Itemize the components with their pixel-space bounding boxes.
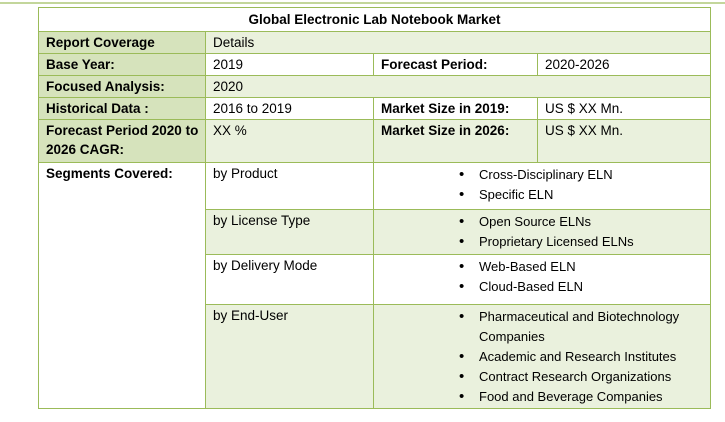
title-row: Global Electronic Lab Notebook Market [37, 7, 712, 32]
segment-row-license-type: by License Type Open Source ELNs Proprie… [39, 209, 712, 255]
forecast-period-label: Forecast Period: [373, 53, 538, 76]
base-year-label: Base Year: [38, 53, 206, 76]
segment-items-end-user: Pharmaceutical and Biotechnology Compani… [372, 304, 712, 409]
bullet-list: Web-Based ELN Cloud-Based ELN [381, 256, 704, 297]
base-year-row: Base Year: 2019 Forecast Period: 2020-20… [38, 53, 712, 76]
focused-analysis-label: Focused Analysis: [38, 75, 206, 98]
segment-items-license-type: Open Source ELNs Proprietary Licensed EL… [372, 209, 712, 255]
bullet-list: Open Source ELNs Proprietary Licensed EL… [381, 211, 704, 252]
historical-data-label: Historical Data : [38, 97, 206, 120]
cagr-value: XX % [205, 119, 374, 163]
segment-row-end-user: by End-User Pharmaceutical and Biotechno… [39, 304, 712, 409]
bullet-list: Pharmaceutical and Biotechnology Compani… [381, 306, 704, 407]
market-size-2026-value: US $ XX Mn. [536, 119, 712, 163]
segment-group-end-user: by End-User [205, 304, 374, 409]
base-year-value: 2019 [205, 53, 374, 76]
historical-data-value: 2016 to 2019 [205, 97, 374, 120]
market-size-2026-label: Market Size in 2026: [373, 119, 538, 163]
segment-group-product: by Product [205, 162, 374, 210]
cagr-label: Forecast Period 2020 to 2026 CAGR: [38, 119, 206, 163]
segment-group-delivery-mode: by Delivery Mode [205, 254, 374, 305]
cagr-row: Forecast Period 2020 to 2026 CAGR: XX % … [38, 119, 712, 163]
historical-data-row: Historical Data : 2016 to 2019 Market Si… [38, 97, 712, 120]
bullet-list: Cross-Disciplinary ELN Specific ELN [381, 164, 704, 205]
list-item: Proprietary Licensed ELNs [387, 232, 680, 252]
segment-row-product: Segments Covered: by Product Cross-Disci… [38, 162, 712, 409]
focused-analysis-row: Focused Analysis: 2020 [38, 75, 712, 98]
list-item: Specific ELN [387, 185, 680, 205]
list-item: Academic and Research Institutes [387, 347, 680, 367]
segment-row-delivery-mode: by Delivery Mode Web-Based ELN Cloud-Bas… [39, 254, 712, 305]
list-item: Cloud-Based ELN [387, 277, 680, 297]
list-item: Open Source ELNs [387, 212, 680, 232]
market-size-2019-value: US $ XX Mn. [536, 97, 712, 120]
list-item: Pharmaceutical and Biotechnology Compani… [387, 307, 680, 347]
report-coverage-label: Report Coverage [38, 31, 206, 54]
table-title: Global Electronic Lab Notebook Market [37, 7, 712, 32]
market-report-table: Global Electronic Lab Notebook Market Re… [37, 7, 712, 409]
page-top-divider [0, 2, 725, 4]
list-item: Cross-Disciplinary ELN [387, 165, 680, 185]
list-item: Contract Research Organizations [387, 367, 680, 387]
segment-items-product: Cross-Disciplinary ELN Specific ELN [372, 162, 712, 210]
segments-covered-label: Segments Covered: [38, 162, 206, 409]
list-item: Web-Based ELN [387, 257, 680, 277]
focused-analysis-value: 2020 [204, 75, 712, 98]
segment-items-delivery-mode: Web-Based ELN Cloud-Based ELN [372, 254, 712, 305]
list-item: Food and Beverage Companies [387, 387, 680, 407]
report-coverage-row: Report Coverage Details [38, 31, 712, 54]
segment-group-license-type: by License Type [205, 209, 374, 255]
report-coverage-value: Details [204, 31, 712, 54]
forecast-period-value: 2020-2026 [536, 53, 712, 76]
market-size-2019-label: Market Size in 2019: [373, 97, 538, 120]
